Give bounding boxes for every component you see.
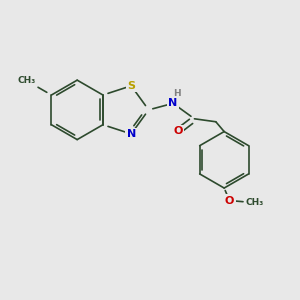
Text: O: O <box>173 126 183 136</box>
Text: N: N <box>127 129 136 139</box>
Text: CH₃: CH₃ <box>245 197 263 206</box>
Text: N: N <box>168 98 178 108</box>
Text: O: O <box>225 196 234 206</box>
Text: CH₃: CH₃ <box>17 76 35 85</box>
Text: S: S <box>127 81 135 91</box>
Text: H: H <box>173 89 180 98</box>
